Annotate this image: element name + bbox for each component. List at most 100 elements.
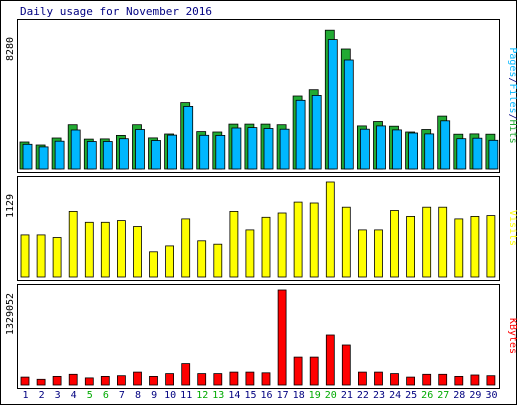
bar-files-day-25	[408, 132, 419, 170]
bar-files-day-4	[70, 129, 81, 170]
bar-visits-day-21	[341, 206, 351, 278]
bar-visits-day-8	[133, 226, 142, 278]
bar-files-day-20	[327, 39, 338, 170]
x-tick-label: 20	[325, 390, 337, 401]
series-files	[22, 39, 499, 170]
x-tick-label: 30	[485, 390, 497, 401]
bar-visits-day-20	[325, 181, 335, 278]
bar-kbytes-day-25	[406, 376, 416, 386]
panel-hits-files-pages: 8280 Pages/Files/Hits	[5, 19, 517, 173]
bar-visits-day-28	[454, 218, 464, 278]
bar-files-day-6	[102, 141, 113, 170]
bar-kbytes-day-12	[197, 373, 207, 386]
legend-entry: /	[507, 77, 517, 83]
panel-frame	[17, 19, 500, 173]
bar-kbytes-day-23	[374, 371, 383, 386]
bar-visits-day-5	[84, 221, 94, 278]
x-tick-label: 10	[164, 390, 176, 401]
panel-frame	[17, 176, 500, 281]
bar-files-day-28	[456, 138, 467, 170]
bar-kbytes-day-5	[84, 377, 94, 386]
bar-kbytes-day-22	[357, 371, 367, 386]
bar-files-day-30	[488, 139, 499, 170]
x-tick-label: 27	[437, 390, 449, 401]
panel-legend: Visits	[507, 210, 517, 246]
bar-visits-day-18	[293, 201, 303, 278]
legend-entry: Pages	[507, 47, 517, 77]
bar-files-day-17	[279, 128, 290, 170]
x-tick-label: 23	[373, 390, 385, 401]
bar-visits-day-13	[213, 243, 223, 278]
bar-kbytes-day-28	[454, 375, 464, 386]
bar-kbytes-day-4	[68, 373, 78, 386]
legend-entry: KBytes	[507, 318, 517, 354]
bar-files-day-14	[231, 127, 242, 170]
panel-max-label: 1329052	[5, 293, 16, 335]
bar-files-day-22	[359, 128, 370, 170]
x-tick-label: 5	[87, 390, 93, 401]
bar-visits-day-25	[406, 215, 416, 278]
bar-kbytes-day-19	[309, 356, 319, 386]
panel-legend: KBytes	[507, 318, 517, 354]
bar-files-day-27	[440, 120, 451, 170]
bar-kbytes-day-30	[486, 375, 496, 386]
legend-entry: /	[507, 114, 517, 120]
bar-files-day-3	[54, 140, 65, 170]
bar-visits-day-3	[52, 237, 62, 278]
bar-files-day-19	[311, 95, 322, 170]
bar-kbytes-day-7	[117, 375, 126, 386]
chart-panels: 8280 Pages/Files/Hits1129Visits1329052KBy…	[5, 19, 517, 389]
bar-visits-day-4	[68, 210, 78, 278]
bar-files-day-13	[215, 134, 226, 170]
bar-visits-day-27	[438, 206, 448, 278]
bar-kbytes-day-8	[133, 371, 142, 386]
bar-kbytes-day-9	[149, 375, 158, 386]
bar-files-day-26	[424, 133, 435, 170]
series-kbytes	[20, 289, 496, 386]
x-tick-label: 26	[421, 390, 433, 401]
x-tick-label: 13	[212, 390, 224, 401]
x-tick-label: 29	[469, 390, 481, 401]
bar-kbytes-day-20	[325, 334, 335, 386]
bar-visits-day-26	[422, 206, 432, 278]
bar-kbytes-day-21	[341, 344, 351, 386]
bar-kbytes-day-13	[213, 373, 223, 386]
panel-kbytes: 1329052 KBytes	[5, 284, 517, 389]
bar-visits-day-30	[486, 215, 496, 278]
bar-kbytes-day-11	[181, 363, 191, 386]
x-tick-label: 25	[405, 390, 417, 401]
bar-visits-day-23	[374, 229, 383, 278]
bar-kbytes-day-24	[390, 373, 399, 386]
legend-entry: Hits	[507, 120, 517, 144]
bar-files-day-10	[167, 134, 178, 170]
x-axis-labels: 1 2 3 4 5 6 7 8 9 10 11 12 13 14 15 16 17 18 19 20 21 22 23 24 2…	[22, 390, 497, 401]
bar-kbytes-day-16	[261, 372, 271, 386]
bar-kbytes-day-17	[277, 289, 287, 386]
bar-kbytes-day-15	[245, 371, 255, 386]
bar-kbytes-day-2	[36, 378, 46, 386]
bar-files-day-7	[119, 138, 129, 170]
bar-files-day-8	[135, 129, 145, 170]
bar-files-day-16	[263, 128, 274, 170]
bar-files-day-12	[199, 134, 210, 170]
series-visits	[20, 181, 496, 278]
bar-kbytes-day-6	[100, 375, 110, 386]
bar-files-day-2	[38, 146, 49, 170]
panel-max-label: 8280	[5, 37, 16, 61]
bar-files-day-1	[22, 143, 33, 170]
panel-visits: 1129 Visits	[5, 176, 517, 281]
bar-files-day-5	[86, 141, 97, 170]
bar-visits-day-2	[36, 234, 46, 278]
legend-entry: Files	[507, 83, 517, 113]
bar-files-day-15	[247, 127, 258, 170]
bar-files-day-18	[295, 99, 306, 170]
bar-kbytes-day-10	[165, 373, 175, 386]
bar-files-day-21	[343, 59, 354, 170]
bar-files-day-24	[392, 129, 402, 170]
bar-files-day-29	[472, 137, 483, 170]
x-tick-label: 18	[293, 390, 305, 401]
bar-visits-day-9	[149, 251, 158, 278]
panel-legend: Pages/Files/Hits	[507, 47, 517, 143]
bar-kbytes-day-26	[422, 373, 432, 386]
